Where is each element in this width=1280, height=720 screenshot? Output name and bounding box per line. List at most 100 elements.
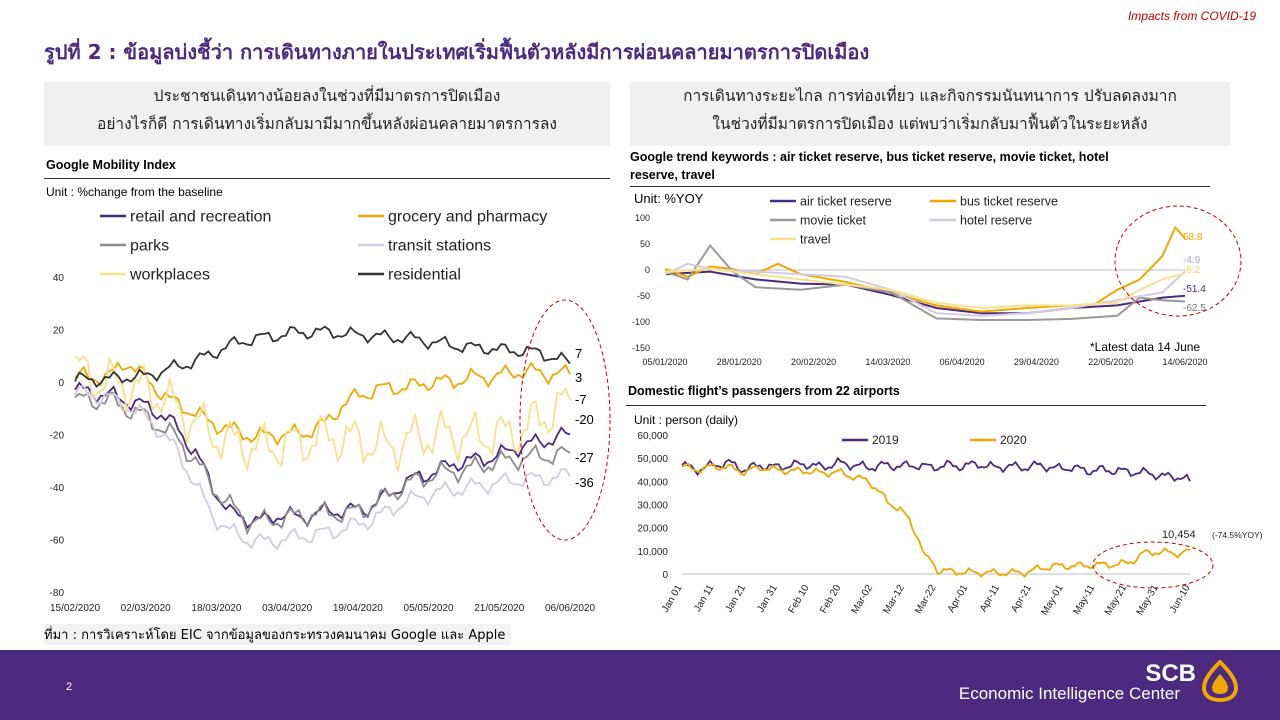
end-value-label: 3: [575, 370, 582, 385]
section-tag: Impacts from COVID-19: [1127, 9, 1256, 23]
mobility-unit-label: Unit : %change from the baseline: [46, 185, 223, 199]
x-tick-label: Apr-21: [1009, 583, 1034, 615]
right-summary-line2: ในช่วงที่มีมาตรการปิดเมือง แต่พบว่าเริ่ม…: [712, 115, 1148, 133]
x-tick-label: Jan 01: [660, 583, 685, 615]
page-number: 2: [66, 681, 73, 693]
end-value-label: -20: [575, 412, 594, 427]
y-tick-label: 60,000: [637, 431, 668, 442]
x-tick-label: 20/02/2020: [791, 357, 836, 367]
x-tick-label: Apr-11: [978, 583, 1002, 614]
end-value-label: -51.4: [1183, 284, 1206, 295]
x-tick-label: 29/04/2020: [1014, 357, 1059, 367]
x-tick-label: 18/03/2020: [191, 603, 241, 614]
flights-chart-title: Domestic flight’s passengers from 22 air…: [628, 384, 900, 398]
y-tick-label: -80: [50, 588, 65, 599]
source-note: ที่มา : การวิเคราะห์โดย EIC จากข้อมูลของ…: [44, 624, 512, 645]
legend-label: parks: [130, 238, 169, 255]
x-tick-label: Mar-12: [881, 583, 907, 616]
trends-latest-note: *Latest data 14 June: [1090, 340, 1201, 354]
y-tick-label: -20: [50, 431, 65, 442]
x-tick-label: 05/01/2020: [642, 357, 687, 367]
series-line-air-ticket-reserve: [664, 270, 1186, 315]
legend-label: movie ticket: [800, 213, 867, 227]
legend-label: retail and recreation: [130, 209, 271, 226]
scb-logo-icon: [1201, 660, 1239, 702]
brand-name: SCB: [1145, 660, 1196, 687]
mobility-chart-title: Google Mobility Index: [46, 158, 176, 172]
mobility-chart: 40 20 0 -20 -40 -60 -80 15/02/2020 02/03/2020 18/…: [50, 209, 611, 614]
series-line-workplaces: [74, 354, 571, 473]
x-tick-label: 06/06/2020: [545, 603, 595, 614]
brand-subtitle: Economic Intelligence Center: [958, 684, 1180, 703]
y-tick-label: -50: [637, 291, 650, 301]
y-tick-label: -150: [632, 343, 650, 353]
y-tick-label: 0: [662, 570, 668, 581]
end-value-label: 58.8: [1183, 232, 1203, 243]
x-tick-label: 21/05/2020: [474, 603, 524, 614]
flights-chart: 60,000 50,000 40,000 30,000 20,000 10,000 0 Jan…: [637, 431, 1262, 618]
legend-label: grocery and pharmacy: [388, 209, 547, 226]
right-summary-line1: การเดินทางระยะไกล การท่องเที่ยว และกิจกร…: [683, 87, 1177, 105]
end-value-label: -4.9: [1183, 255, 1201, 266]
x-tick-label: May-21: [1103, 583, 1129, 618]
trends-chart-title-line2: reserve, travel: [630, 168, 715, 182]
left-summary-box: ประชาชนเดินทางน้อยลงในช่วงที่มีมาตรการปิ…: [44, 82, 610, 146]
trends-unit-label: Unit: %YOY: [634, 191, 704, 206]
series-line-retail-and-recreation: [74, 381, 571, 530]
x-tick-label: 15/02/2020: [50, 603, 100, 614]
x-tick-label: Jun-10: [1168, 583, 1193, 615]
y-tick-label: -40: [50, 483, 65, 494]
x-tick-label: 14/03/2020: [865, 357, 910, 367]
x-tick-label: 02/03/2020: [121, 603, 171, 614]
legend-label: air ticket reserve: [800, 194, 892, 208]
x-tick-label: Apr-01: [946, 583, 971, 615]
legend-label: 2020: [1000, 433, 1027, 447]
y-tick-label: 50: [640, 239, 650, 249]
highlight-ellipse: [1092, 541, 1214, 589]
mobility-title-rule: [44, 178, 610, 179]
end-value-label: -62.5: [1183, 303, 1206, 314]
legend-label: residential: [388, 267, 461, 284]
series-line-residential: [74, 325, 571, 388]
y-tick-label: -100: [632, 317, 650, 327]
x-tick-label: May-11: [1072, 583, 1098, 617]
series-line-hotel-reserve: [664, 262, 1186, 317]
x-tick-label: Feb 20: [818, 583, 843, 616]
series-line-2019: [681, 456, 1191, 482]
highlight-ellipse: [1114, 205, 1242, 317]
end-value-label: -27: [575, 450, 594, 465]
page-title: รูปที่ 2 : ข้อมูลบ่งชี้ว่า การเดินทางภาย…: [44, 40, 870, 64]
end-value-label: -7: [575, 392, 587, 407]
x-tick-label: Jan 11: [692, 583, 716, 614]
y-tick-label: 100: [635, 213, 650, 223]
x-tick-label: 14/06/2020: [1162, 357, 1207, 367]
y-tick-label: 30,000: [637, 501, 668, 512]
trends-chart-title-line1: Google trend keywords : air ticket reser…: [630, 150, 1109, 164]
series-line-transit-stations: [74, 384, 571, 551]
legend-label: hotel reserve: [960, 213, 1032, 227]
annotation-value: 10,454: [1162, 529, 1196, 541]
x-tick-label: 28/01/2020: [717, 357, 762, 367]
highlight-ellipse: [519, 299, 611, 541]
end-value-label: 7: [575, 346, 582, 361]
x-tick-label: 05/05/2020: [404, 603, 454, 614]
end-value-label: -8.2: [1183, 265, 1201, 276]
end-value-label: -36: [575, 475, 594, 490]
footer-bar: [0, 650, 1280, 720]
x-tick-label: Feb 10: [787, 583, 812, 616]
series-line-travel: [664, 267, 1186, 310]
trends-chart: 100 50 0 -50 -100 -150 05/01/2020 28/01/2020 20/…: [632, 194, 1242, 367]
y-tick-label: 20: [53, 326, 65, 337]
legend-label: travel: [800, 232, 831, 246]
x-tick-label: Mar-02: [850, 583, 876, 616]
x-tick-label: 06/04/2020: [940, 357, 985, 367]
series-line-movie-ticket: [664, 243, 1186, 321]
y-tick-label: 0: [645, 265, 650, 275]
y-tick-label: 50,000: [637, 454, 668, 465]
x-tick-label: 22/05/2020: [1088, 357, 1133, 367]
y-tick-label: 20,000: [637, 524, 668, 535]
x-tick-label: 19/04/2020: [333, 603, 383, 614]
trends-title-rule: [630, 186, 1210, 187]
legend-label: transit stations: [388, 238, 491, 255]
legend-label: bus ticket reserve: [960, 194, 1058, 208]
